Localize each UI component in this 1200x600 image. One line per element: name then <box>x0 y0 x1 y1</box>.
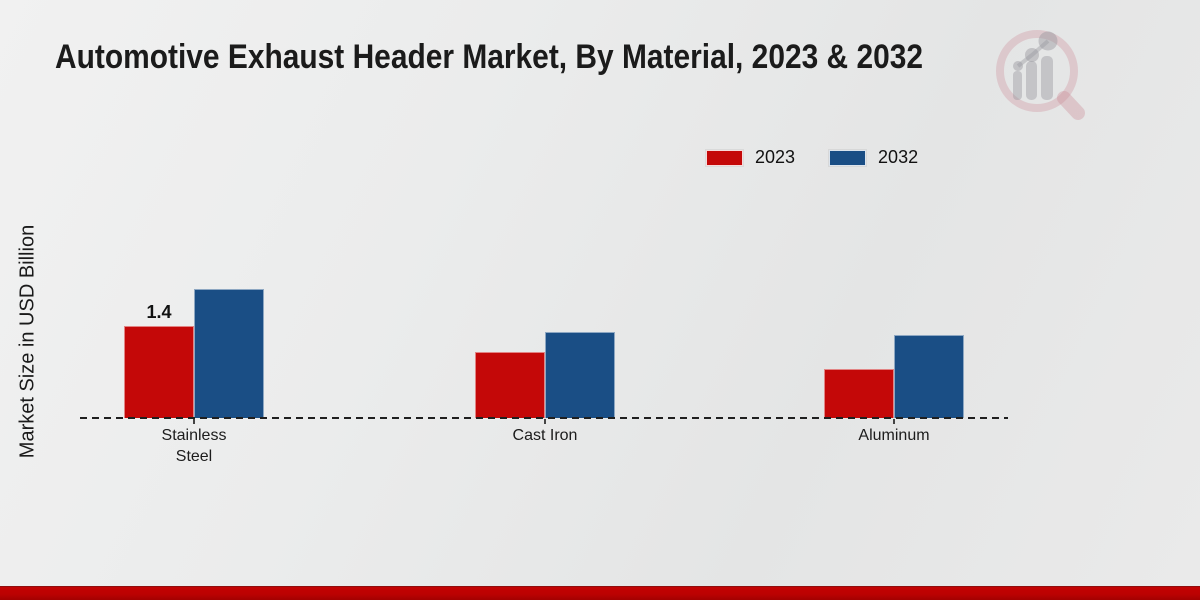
bar-2032-aluminum <box>894 335 964 418</box>
x-axis-category-label: Cast Iron <box>512 427 578 444</box>
brand-magnifier-chart-icon <box>996 30 1085 120</box>
legend-item-2023: 2023 <box>706 147 795 168</box>
legend-swatch-2023 <box>706 149 743 166</box>
bottom-accent-bar <box>0 586 1200 600</box>
x-axis-category-label: Stainless Steel <box>161 427 227 465</box>
x-axis-tick <box>544 419 546 424</box>
x-axis-line <box>80 417 1008 419</box>
x-axis-tick <box>893 419 895 424</box>
bar-2023-aluminum <box>824 369 894 418</box>
legend: 2023 2032 <box>706 147 918 168</box>
bar-2032-cast-iron <box>545 332 615 418</box>
bar-value-label: 1.4 <box>146 302 172 322</box>
x-axis-category-label: Aluminum <box>858 427 930 444</box>
legend-swatch-2032 <box>829 149 867 166</box>
bar-2032-stainless-steel <box>194 289 264 418</box>
legend-label: 2032 <box>878 147 919 167</box>
legend-item-2032: 2032 <box>829 147 918 168</box>
x-axis-tick <box>193 419 195 424</box>
legend-label: 2023 <box>755 147 796 167</box>
bar-2023-cast-iron <box>475 352 545 418</box>
bar-2023-stainless-steel <box>124 326 194 418</box>
chart-title: Automotive Exhaust Header Market, By Mat… <box>55 38 924 76</box>
